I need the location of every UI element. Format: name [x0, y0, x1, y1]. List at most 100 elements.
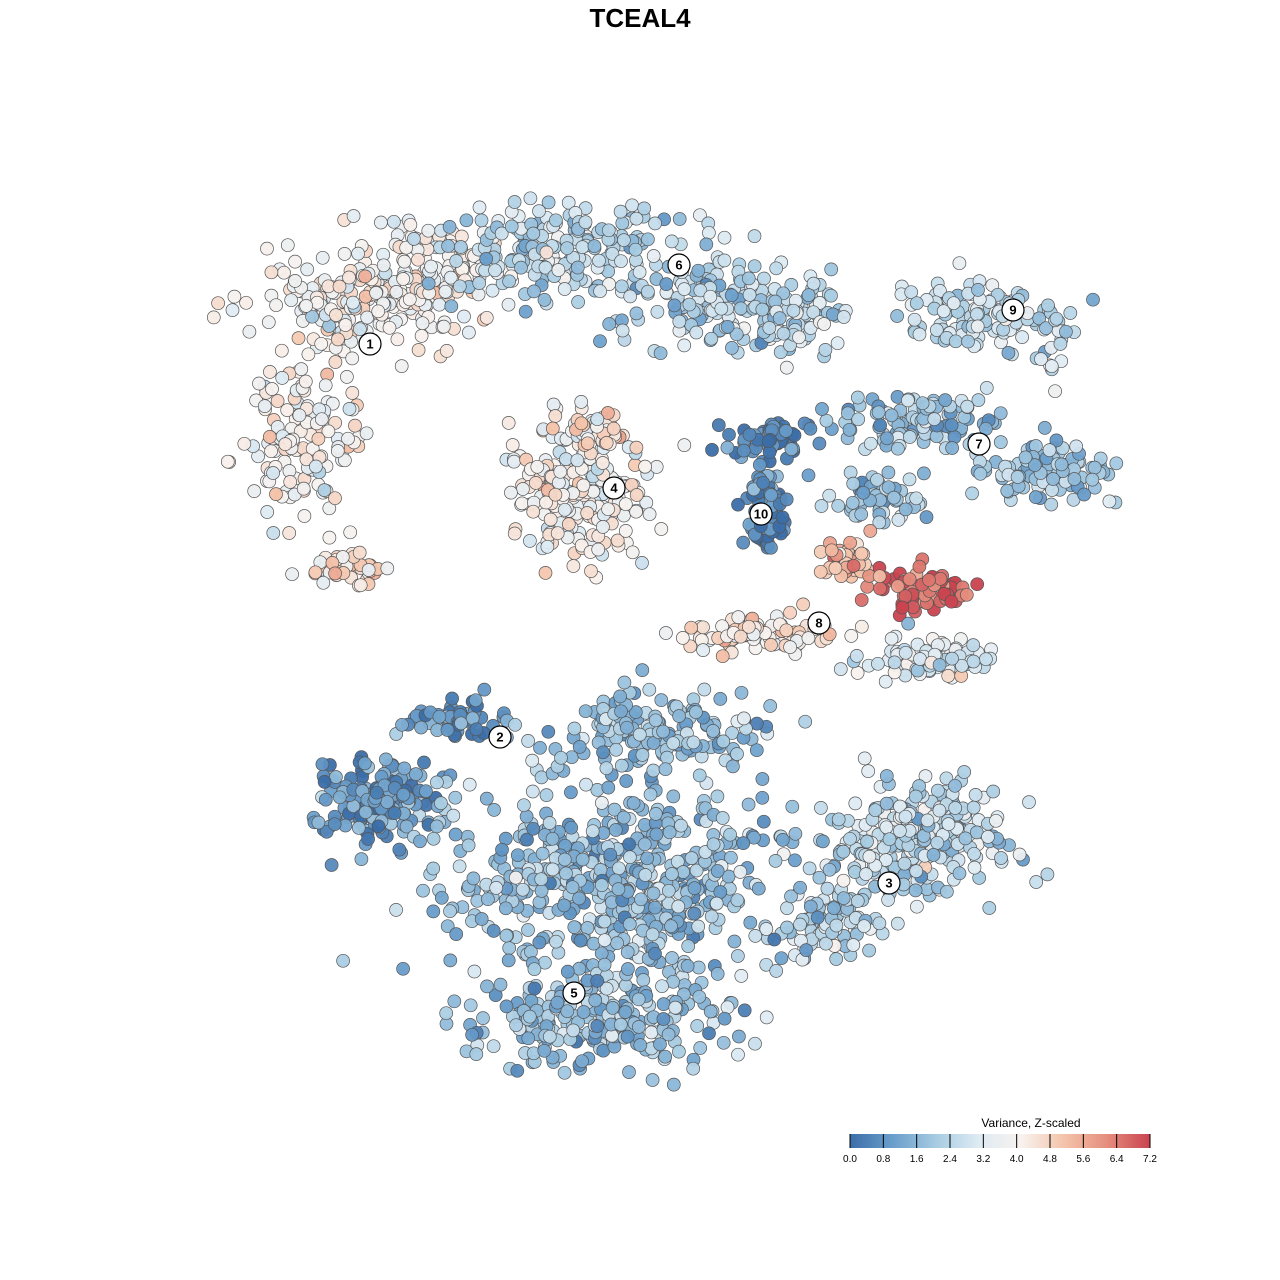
cell-point [601, 780, 616, 795]
cell-point [396, 272, 411, 286]
cell-point [631, 1020, 646, 1034]
cell-point [1085, 472, 1100, 487]
cell-point [288, 254, 302, 269]
cell-point [1018, 450, 1033, 465]
cell-point [981, 830, 995, 844]
cell-point [844, 629, 859, 643]
cell-point [247, 484, 262, 498]
cell-point [316, 575, 331, 590]
cell-point [968, 788, 983, 802]
cell-point [801, 468, 816, 483]
cell-point [332, 279, 347, 294]
cell-point [716, 1035, 731, 1050]
cell-point [1048, 384, 1062, 399]
cell-point [277, 265, 291, 280]
cell-point [480, 979, 494, 994]
cell-point [868, 803, 883, 818]
cell-point [713, 885, 728, 899]
cell-point [526, 821, 541, 836]
cell-point [615, 216, 630, 231]
cell-point [261, 315, 276, 330]
cell-point [759, 1010, 774, 1025]
cell-point [439, 1006, 454, 1021]
cell-point [396, 961, 410, 976]
cell-point [564, 820, 579, 835]
cluster-label-text: 2 [496, 730, 503, 745]
cell-point [796, 597, 810, 612]
cell-point [768, 854, 783, 868]
cell-point [1086, 292, 1100, 307]
cell-point [642, 682, 657, 697]
cell-point [897, 856, 912, 871]
cluster-label-5: 5 [562, 981, 586, 1005]
cell-point [801, 288, 816, 302]
cell-point [623, 850, 637, 864]
cell-point [557, 502, 572, 517]
cell-point [616, 810, 631, 825]
cell-point [890, 916, 905, 931]
cell-point [716, 734, 731, 749]
cell-point [749, 743, 764, 758]
chart-title: TCEAL4 [589, 3, 691, 33]
cell-point [703, 1004, 718, 1019]
cell-point [699, 237, 714, 252]
cell-point [742, 288, 757, 302]
cell-point [584, 564, 598, 578]
cell-point [527, 284, 541, 299]
cell-point [674, 818, 688, 833]
cell-point [618, 497, 633, 512]
cell-point [764, 540, 778, 555]
cell-point [538, 566, 553, 580]
cell-point [537, 293, 552, 307]
cell-point [812, 436, 827, 451]
cell-point [681, 939, 696, 953]
cell-point [220, 454, 235, 469]
cell-point [597, 914, 612, 929]
cell-point [534, 872, 549, 887]
cell-point [620, 720, 634, 735]
cell-point [1102, 494, 1117, 509]
cell-point [570, 260, 585, 275]
cell-point [806, 305, 821, 320]
cell-point [704, 909, 719, 924]
cell-point [940, 884, 954, 899]
cell-point [731, 610, 746, 624]
cell-point [237, 436, 252, 451]
cell-point [993, 406, 1008, 421]
cell-point [617, 675, 632, 690]
cell-point [545, 421, 560, 436]
cell-point [859, 867, 873, 881]
cell-point [390, 332, 405, 347]
cell-point [354, 852, 369, 866]
cell-point [734, 969, 749, 983]
cell-point [351, 821, 366, 835]
cell-point [961, 334, 975, 349]
cell-point [689, 863, 704, 878]
cell-point [658, 1049, 673, 1064]
cell-point [508, 870, 523, 885]
cell-point [854, 619, 869, 634]
cell-point [486, 924, 501, 938]
cell-point [572, 961, 587, 976]
cell-point [822, 862, 837, 877]
cell-point [542, 1029, 557, 1044]
cell-point [311, 431, 326, 446]
cell-point [1037, 421, 1052, 435]
cell-point [353, 322, 367, 337]
cell-point [677, 438, 692, 452]
cell-point [850, 666, 865, 680]
cell-point [457, 309, 471, 324]
cell-point [572, 891, 586, 906]
cell-point [265, 382, 279, 396]
cell-point [1067, 472, 1082, 486]
cell-point [993, 435, 1008, 449]
cell-point [532, 204, 546, 218]
cell-point [845, 495, 860, 510]
cell-point [783, 640, 797, 654]
cell-point [741, 619, 756, 634]
cell-point [863, 436, 878, 451]
cluster-label-7: 7 [967, 432, 991, 456]
cell-point [1027, 458, 1042, 472]
cell-point [541, 724, 556, 739]
cell-point [515, 882, 530, 897]
